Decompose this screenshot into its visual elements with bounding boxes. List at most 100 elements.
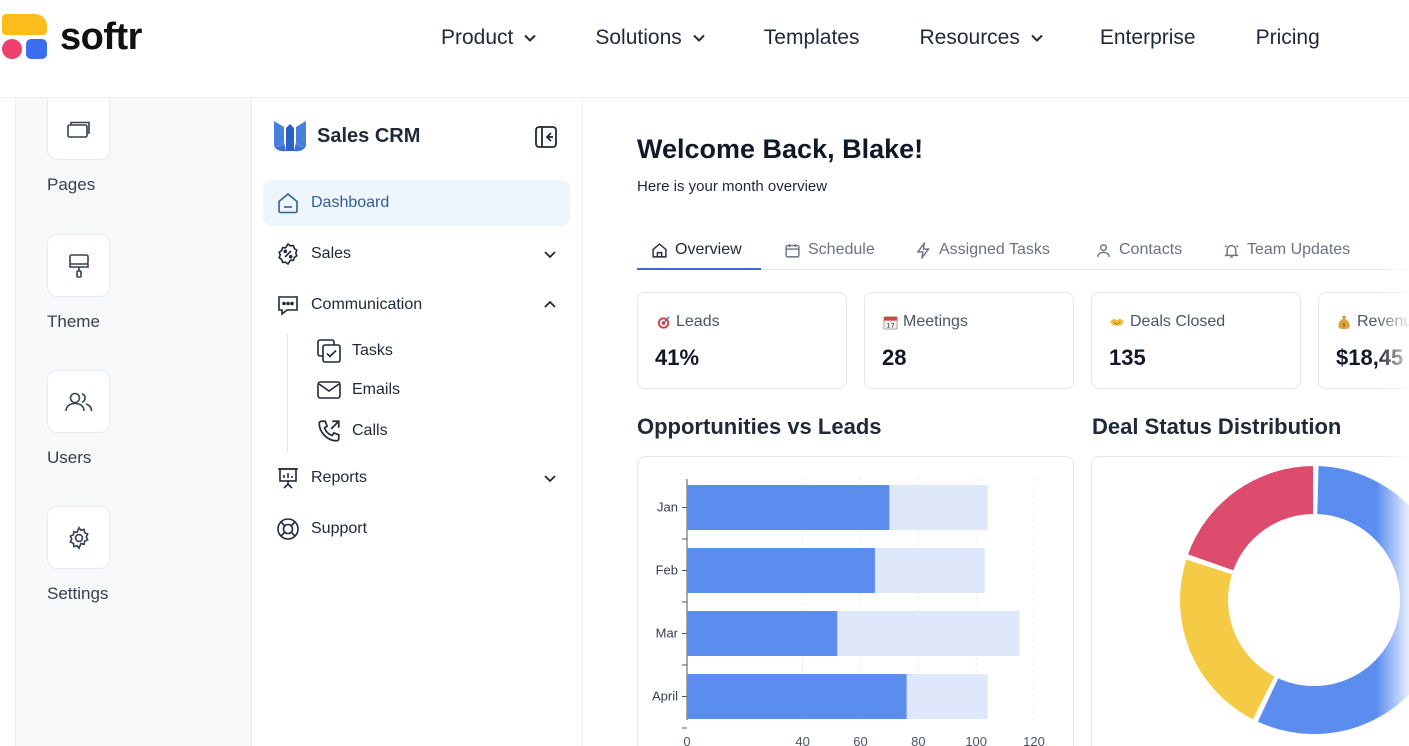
chat-icon bbox=[275, 292, 301, 318]
user-icon bbox=[1094, 241, 1112, 259]
menu-item-reports[interactable]: Reports bbox=[263, 455, 570, 501]
chevron-down-icon bbox=[1031, 34, 1043, 42]
tab-assigned-tasks[interactable]: Assigned Tasks bbox=[914, 230, 1050, 270]
nav-templates[interactable]: Templates bbox=[764, 26, 860, 50]
settings-button[interactable] bbox=[47, 506, 110, 569]
submenu-guide bbox=[287, 334, 288, 452]
rail-item-pages[interactable]: Pages bbox=[47, 98, 167, 195]
donut-slice-lost bbox=[1185, 463, 1315, 573]
tab-overview[interactable]: Overview bbox=[650, 230, 742, 270]
home-icon bbox=[275, 190, 301, 216]
app-brand[interactable]: Sales CRM bbox=[272, 118, 420, 154]
stat-card-deals-closed[interactable]: Deals Closed 135 bbox=[1091, 292, 1301, 389]
brand-name: softr bbox=[60, 16, 142, 58]
stat-label-deals-closed: Deals Closed bbox=[1109, 313, 1225, 331]
x-tick-label: 80 bbox=[911, 734, 925, 746]
dashboard-main: Welcome Back, Blake! Here is your month … bbox=[583, 98, 1409, 746]
stat-card-revenue[interactable]: $ Revenu $18,45 bbox=[1318, 292, 1409, 389]
bar-opportunities-feb bbox=[687, 548, 875, 593]
app-sidebar: Sales CRM Dashboard Sales Communication … bbox=[253, 98, 583, 746]
menu-item-sales[interactable]: Sales bbox=[263, 231, 570, 277]
menu-label-dashboard: Dashboard bbox=[311, 194, 390, 211]
bar-leads-jan bbox=[889, 485, 988, 530]
collapse-sidebar-button[interactable] bbox=[534, 125, 558, 154]
svg-text:17: 17 bbox=[886, 321, 894, 329]
rail-item-users[interactable]: Users bbox=[47, 370, 167, 468]
page-subtitle: Here is your month overview bbox=[637, 178, 828, 195]
stat-card-leads[interactable]: Leads 41% bbox=[637, 292, 847, 389]
stat-card-meetings[interactable]: 17 Meetings 28 bbox=[864, 292, 1074, 389]
submenu-item-tasks[interactable]: Tasks bbox=[316, 338, 393, 364]
app-logo-icon bbox=[274, 121, 306, 152]
stat-label-revenue: $ Revenu bbox=[1336, 313, 1409, 331]
nav-resources[interactable]: Resources bbox=[919, 26, 1043, 50]
donut-slice-in-progress bbox=[1178, 557, 1278, 722]
money-bag-icon: $ bbox=[1336, 314, 1352, 330]
softr-logo-mark bbox=[2, 14, 48, 60]
stat-value-meetings: 28 bbox=[882, 345, 907, 370]
calendar-icon bbox=[783, 241, 801, 259]
collapse-icon bbox=[535, 126, 557, 148]
x-tick-label: 60 bbox=[853, 734, 867, 746]
nav-label: Solutions bbox=[595, 26, 682, 49]
nav-solutions[interactable]: Solutions bbox=[595, 26, 705, 50]
rail-item-settings[interactable]: Settings bbox=[47, 506, 167, 604]
nav-pricing[interactable]: Pricing bbox=[1256, 26, 1320, 50]
nav-product[interactable]: Product bbox=[441, 26, 537, 50]
chevron-up-icon bbox=[544, 300, 556, 308]
rail-edge bbox=[0, 98, 16, 746]
paint-roller-icon bbox=[68, 253, 89, 278]
calendar-icon: 17 bbox=[882, 314, 898, 330]
tab-label-overview: Overview bbox=[675, 241, 742, 258]
svg-text:$: $ bbox=[1342, 322, 1346, 328]
phone-outgoing-icon bbox=[318, 420, 340, 442]
opportunities-vs-leads-chart: Jan Feb Mar April 0 40 60 80 100 120 bbox=[652, 477, 1045, 746]
bell-icon bbox=[1222, 241, 1240, 259]
submenu-label-emails: Emails bbox=[352, 381, 401, 398]
menu-label-support: Support bbox=[311, 520, 368, 537]
tasks-icon bbox=[317, 339, 341, 363]
bar-leads-mar bbox=[837, 611, 1020, 656]
submenu-label-tasks: Tasks bbox=[352, 342, 393, 359]
tab-label-assigned-tasks: Assigned Tasks bbox=[939, 241, 1050, 258]
chevron-down-icon bbox=[524, 34, 537, 42]
discount-badge-icon bbox=[275, 241, 301, 267]
stat-value-deals-closed: 135 bbox=[1109, 345, 1146, 370]
target-icon bbox=[655, 314, 671, 330]
main-nav: Product Solutions Templates Resources Enterp… bbox=[441, 22, 1320, 54]
stat-value-revenue: $18,45 bbox=[1336, 345, 1404, 370]
app-name: Sales CRM bbox=[317, 124, 421, 147]
softr-logo[interactable]: softr bbox=[2, 14, 142, 60]
nav-enterprise[interactable]: Enterprise bbox=[1100, 26, 1196, 50]
submenu-item-emails[interactable]: Emails bbox=[316, 379, 400, 401]
theme-button[interactable] bbox=[47, 234, 110, 297]
tab-label-contacts: Contacts bbox=[1119, 241, 1183, 258]
users-button[interactable] bbox=[47, 370, 110, 433]
nav-label: Templates bbox=[763, 26, 860, 49]
dashboard-tabs: Overview Schedule Assigned Tasks Contact… bbox=[637, 230, 1409, 270]
y-tick-label: April bbox=[652, 689, 678, 704]
presentation-chart-icon bbox=[275, 465, 301, 491]
page-title: Welcome Back, Blake! bbox=[637, 134, 924, 164]
site-header: softr Product Solutions Templates Resources… bbox=[0, 0, 1409, 98]
pages-icon bbox=[66, 121, 90, 138]
rail-item-theme[interactable]: Theme bbox=[47, 234, 167, 332]
y-tick-label: Feb bbox=[656, 563, 678, 578]
donut-chart-card bbox=[1091, 456, 1409, 746]
menu-item-support[interactable]: Support bbox=[263, 506, 570, 552]
menu-item-dashboard[interactable]: Dashboard bbox=[263, 180, 570, 226]
tab-label-team-updates: Team Updates bbox=[1247, 241, 1351, 258]
builder-rail: Pages Theme Users Settings bbox=[0, 98, 252, 746]
rail-label-theme: Theme bbox=[47, 312, 100, 331]
pages-button[interactable] bbox=[47, 98, 110, 160]
users-icon bbox=[64, 392, 92, 411]
tab-contacts[interactable]: Contacts bbox=[1094, 230, 1182, 270]
donut-chart-title: Deal Status Distribution bbox=[1092, 414, 1342, 439]
tab-schedule[interactable]: Schedule bbox=[783, 230, 875, 270]
submenu-item-calls[interactable]: Calls bbox=[316, 418, 388, 444]
deal-status-donut-chart bbox=[1178, 463, 1409, 736]
bar-chart-title: Opportunities vs Leads bbox=[637, 414, 882, 439]
tab-team-updates[interactable]: Team Updates bbox=[1222, 230, 1350, 270]
menu-item-communication[interactable]: Communication bbox=[263, 282, 570, 328]
